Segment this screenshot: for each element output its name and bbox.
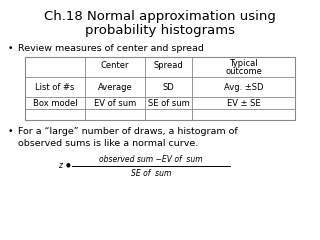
- Text: Typical: Typical: [229, 59, 258, 67]
- Text: SE of  sum: SE of sum: [131, 169, 171, 179]
- Text: List of #s: List of #s: [35, 83, 75, 91]
- Text: Average: Average: [98, 83, 132, 91]
- Text: •: •: [8, 44, 13, 53]
- Text: SD: SD: [163, 83, 174, 91]
- Bar: [25, 57, 295, 120]
- Text: For a “large” number of draws, a histogram of: For a “large” number of draws, a histogr…: [18, 127, 238, 136]
- Text: probability histograms: probability histograms: [85, 24, 235, 37]
- Text: observed sums is like a normal curve.: observed sums is like a normal curve.: [18, 139, 198, 148]
- Bar: [25, 57, 295, 120]
- Text: outcome: outcome: [225, 66, 262, 76]
- Text: EV of sum: EV of sum: [94, 98, 136, 108]
- Text: •: •: [8, 127, 13, 136]
- Text: Ch.18 Normal approximation using: Ch.18 Normal approximation using: [44, 10, 276, 23]
- Text: z: z: [58, 161, 62, 169]
- Text: Center: Center: [101, 60, 129, 70]
- Text: Spread: Spread: [154, 60, 183, 70]
- Text: ●: ●: [66, 162, 70, 168]
- Text: observed sum −EV of  sum: observed sum −EV of sum: [99, 155, 203, 163]
- Text: Box model: Box model: [33, 98, 77, 108]
- Text: EV ± SE: EV ± SE: [227, 98, 260, 108]
- Text: Avg. ±SD: Avg. ±SD: [224, 83, 263, 91]
- Text: SE of sum: SE of sum: [148, 98, 189, 108]
- Text: Review measures of center and spread: Review measures of center and spread: [18, 44, 204, 53]
